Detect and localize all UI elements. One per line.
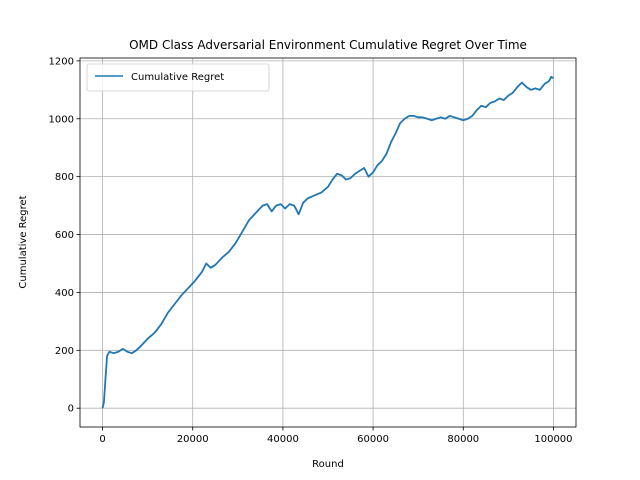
- x-tick-label: 100000: [534, 434, 572, 445]
- y-tick-label: 0: [68, 404, 74, 415]
- x-tick-label: 40000: [267, 434, 299, 445]
- series-layer: [101, 75, 554, 409]
- x-axis-label: Round: [312, 459, 344, 470]
- y-tick-label: 1200: [49, 56, 74, 67]
- x-tick-label: 20000: [177, 434, 209, 445]
- chart-title: OMD Class Adversarial Environment Cumula…: [129, 38, 527, 52]
- legend-label-cumulative-regret: Cumulative Regret: [131, 72, 224, 83]
- x-tick-label: 60000: [357, 434, 389, 445]
- plot-area-frame: [79, 57, 577, 428]
- y-ticks: 0 200 400 600 800 1000 1200: [49, 56, 80, 415]
- grid: [80, 58, 576, 427]
- y-tick-label: 600: [55, 230, 74, 241]
- y-tick-label: 200: [55, 346, 74, 357]
- y-tick-label: 800: [55, 172, 74, 183]
- y-tick-label: 1000: [49, 114, 74, 125]
- x-tick-label: 0: [99, 434, 105, 445]
- legend-frame: [86, 63, 270, 92]
- y-tick-label: 400: [55, 288, 74, 299]
- y-axis-label: Cumulative Regret: [18, 195, 29, 288]
- series-line-cumulative-regret: [101, 75, 554, 409]
- legend: Cumulative Regret: [86, 63, 270, 92]
- x-tick-label: 80000: [447, 434, 479, 445]
- x-ticks: 0 20000 40000 60000 80000 100000: [99, 427, 573, 445]
